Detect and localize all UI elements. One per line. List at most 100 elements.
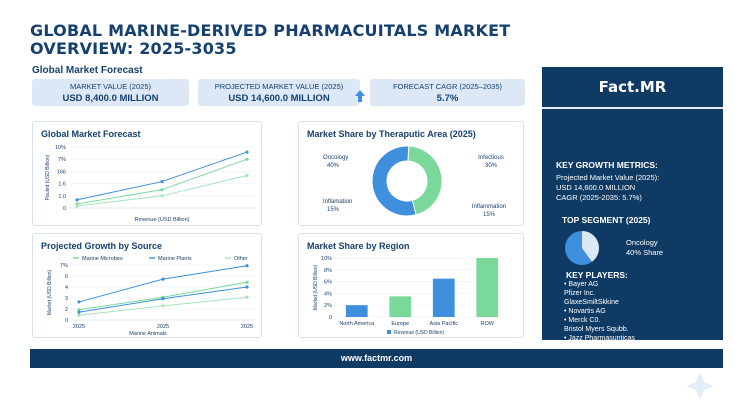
y-axis-label: Market (USD Billion)	[313, 265, 319, 311]
slice-value: 15%	[327, 207, 340, 213]
slice-label: Infectious	[478, 155, 504, 161]
x-axis-label: Revenue (USD Billion)	[394, 330, 444, 336]
player-item: • Merck C0.	[564, 317, 601, 324]
chart-card-growth-source: Projected Growth by Source 7% 6 4 3 2 0 Market…	[32, 233, 262, 338]
pie-slice	[582, 231, 599, 262]
chart-card-market-forecast: Global Market Forecast 10% 7% 166 1.6 1.0 0 Pa…	[32, 121, 262, 226]
kpi-label: MARKET VALUE (2025)	[69, 82, 151, 91]
insights-panel: Fact.MR KEY GROWTH METRICS: Projected Ma…	[542, 67, 723, 343]
legend-label: Other	[234, 256, 248, 262]
segment-line: 40% Share	[626, 248, 664, 257]
kpi-label: FORECAST CAGR (2025–2035)	[392, 82, 503, 91]
legend-swatch	[387, 330, 391, 334]
page-title: GLOBAL MARINE-DERIVED PHARMACUITALS MARK…	[30, 22, 510, 58]
y-tick-label: 0	[63, 206, 66, 212]
title-line-1: GLOBAL MARINE-DERIVED PHARMACUITALS MARK…	[30, 21, 511, 40]
x-tick-label: 2025	[73, 324, 85, 330]
kpi-forecast-cagr: FORECAST CAGR (2025–2035) 5.7%	[370, 79, 525, 106]
y-tick-label: 10%	[321, 256, 332, 262]
therapeutic-share-chart: Oncology 40% Infectious 30% Inflamation 15% In…	[323, 145, 506, 218]
kpi-value: USD 14,600.0 MILLION	[228, 93, 330, 104]
x-tick-label: 2025	[241, 324, 253, 330]
kpi-value: USD 8,400.0 MILLION	[62, 93, 159, 104]
slice-label: Inflamation	[323, 199, 352, 205]
pie-slice	[371, 145, 417, 217]
region-share-chart: 10% 8% 6% 4% 2% 0 Market (USD Billion) North Am…	[313, 256, 509, 336]
bar	[476, 258, 499, 317]
pie-slice	[407, 145, 443, 216]
players-heading: KEY PLAYERS:	[566, 270, 628, 280]
legend-label: Marine Plants	[158, 256, 192, 262]
player-item: • Novartis AG	[564, 308, 606, 315]
data-point	[245, 280, 249, 284]
chart-card-region-share: Market Share by Region 10% 8% 6% 4% 2% 0 Marke…	[298, 233, 524, 338]
x-tick-label: North America	[339, 321, 375, 327]
kpi-label: PROJECTED MARKET VALUE (2025)	[214, 82, 344, 91]
kpi-market-value: MARKET VALUE (2025) USD 8,400.0 MILLION	[32, 79, 189, 106]
arrow-up-icon	[355, 90, 365, 102]
player-item: Bristol Myers Squbb.	[564, 326, 629, 333]
y-axis-label: Pauled (USD Billion)	[45, 154, 51, 200]
title-line-2: OVERVIEW: 2025-3035	[30, 39, 237, 58]
player-item: GlaxeSmiltSkkine	[564, 299, 619, 306]
data-point	[77, 310, 81, 314]
y-tick-label: 6%	[324, 280, 332, 286]
data-point	[77, 300, 81, 304]
y-tick-label: 4%	[324, 291, 332, 297]
data-point	[77, 313, 81, 317]
bar	[432, 278, 455, 317]
growth-line: Projected Market Value (2025):	[556, 173, 660, 182]
y-tick-label: 2%	[324, 303, 332, 309]
data-point	[161, 297, 165, 301]
section-label: Global Market Forecast	[32, 65, 143, 76]
data-point	[245, 264, 249, 268]
data-point	[245, 157, 249, 161]
data-point	[245, 173, 249, 178]
y-tick-label: 1.6	[58, 182, 66, 188]
y-tick-label: 8%	[324, 268, 332, 274]
bar	[389, 296, 412, 317]
segment-line: Oncology	[626, 238, 658, 247]
x-tick-label: 2025	[157, 324, 169, 330]
slice-label: Oncology	[323, 155, 348, 161]
growth-heading: KEY GROWTH METRICS:	[556, 160, 658, 170]
slice-label: Inflammation	[472, 204, 506, 210]
y-tick-label: 0	[329, 315, 332, 321]
segment-heading: TOP SEGMENT (2025)	[562, 215, 651, 225]
y-tick-label: 7%	[58, 157, 66, 163]
y-tick-label: 6	[65, 274, 68, 280]
brand-logo: Fact.MR	[542, 67, 723, 107]
y-tick-label: 2	[65, 307, 68, 313]
data-point	[75, 198, 79, 202]
player-item: • Jazz Pharmasunticas	[564, 335, 635, 342]
chart-card-therapeutic-share: Market Share by Theraputic Area (2025) O…	[298, 121, 524, 226]
data-point	[245, 150, 249, 154]
y-tick-label: 3	[65, 296, 68, 302]
data-point	[75, 204, 79, 208]
data-point	[161, 277, 165, 281]
player-item: Pfizer Inc.	[564, 290, 596, 297]
x-axis-label: Marine Animals	[129, 331, 167, 337]
players-list: • Bayer AG Pfizer Inc. GlaxeSmiltSkkine •…	[564, 280, 635, 343]
footer-url[interactable]: www.factmr.com	[30, 349, 723, 368]
slice-value: 30%	[485, 163, 498, 169]
kpi-projected-value: PROJECTED MARKET VALUE (2025) USD 14,600…	[198, 79, 360, 106]
y-axis-label: Market (USD Billion)	[47, 270, 53, 316]
growth-line: USD 14,600.0 MILLION	[556, 183, 636, 192]
data-point	[77, 308, 81, 312]
x-tick-label: Europe	[391, 321, 409, 327]
brand-name: Fact.MR	[598, 78, 667, 96]
y-tick-label: 166	[57, 169, 66, 175]
data-point	[160, 179, 164, 184]
y-tick-label: 0	[65, 318, 68, 324]
growth-line: CAGR (2025-2035: 5.7%)	[556, 193, 642, 202]
data-point	[160, 194, 164, 198]
chart-title: Market Share by Region	[307, 241, 410, 251]
bar	[345, 305, 368, 317]
brand-divider	[542, 107, 723, 109]
legend-label: Marine Microbes	[82, 256, 123, 262]
chart-title: Projected Growth by Source	[41, 241, 163, 251]
data-point	[245, 285, 249, 289]
y-tick-label: 4	[65, 285, 68, 291]
